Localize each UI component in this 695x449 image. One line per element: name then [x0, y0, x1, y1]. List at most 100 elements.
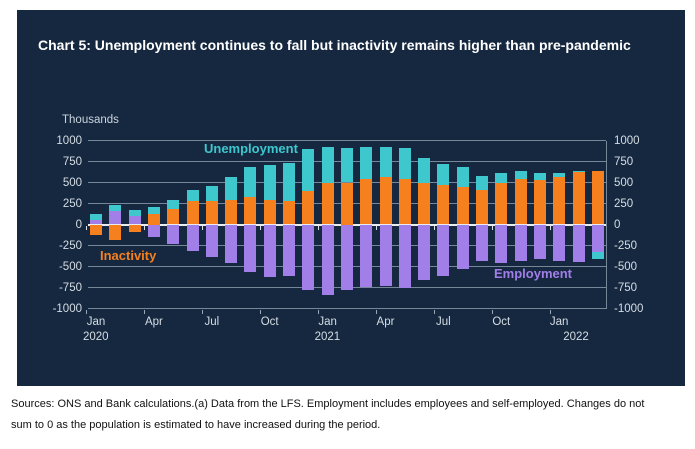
bar-segment-employment: [553, 224, 565, 262]
bar-segment-inactivity: [244, 197, 256, 225]
bottom-axis-tick: [550, 309, 551, 314]
bar-segment-inactivity: [167, 209, 179, 225]
bar-segment-inactivity: [225, 199, 237, 225]
bar-segment-employment: [418, 224, 430, 281]
y-axis-label-left: 500: [62, 176, 82, 189]
bar-segment-employment: [495, 224, 507, 263]
legend-unemployment-label: Unemployment: [204, 141, 298, 156]
x-tick-month: Apr: [376, 316, 395, 328]
bar-segment-inactivity: [129, 224, 141, 233]
quarter-tick: [86, 225, 87, 230]
quarter-tick: [144, 225, 145, 230]
x-tick-month: Oct: [260, 316, 279, 328]
y-axis-label-left: 0: [75, 218, 82, 231]
bottom-axis-tick: [434, 309, 435, 314]
bar-segment-employment: [573, 224, 585, 263]
bar-segment-inactivity: [148, 214, 160, 225]
bar-segment-inactivity: [399, 179, 411, 225]
legend-employment-label: Employment: [494, 266, 573, 281]
bar-segment-unemployment: [360, 146, 372, 180]
bar-segment-employment: [225, 224, 237, 263]
bar-segment-employment: [302, 224, 314, 291]
y-axis-label-left: 750: [62, 155, 82, 168]
bar-segment-employment: [515, 224, 527, 261]
bar-segment-employment: [109, 211, 121, 225]
bar-segment-inactivity: [418, 183, 430, 225]
bar-segment-employment: [167, 224, 179, 244]
bar-segment-unemployment: [534, 172, 546, 181]
bar-segment-employment: [592, 224, 604, 253]
bottom-axis-tick: [318, 309, 319, 314]
bar-segment-unemployment: [380, 146, 392, 178]
bar-segment-inactivity: [360, 179, 372, 225]
bar-segment-employment: [322, 224, 334, 295]
bar-segment-unemployment: [244, 166, 256, 198]
bar-segment-inactivity: [90, 224, 102, 235]
bar-segment-inactivity: [322, 183, 334, 225]
bar-segment-unemployment: [225, 177, 237, 200]
y-axis-label-right: -750: [614, 281, 638, 294]
bar-segment-employment: [244, 224, 256, 273]
gridline: [88, 308, 606, 309]
bar-segment-employment: [360, 224, 372, 288]
right-axis-line: [606, 140, 607, 309]
bar-segment-unemployment: [167, 199, 179, 210]
bar-segment-unemployment: [573, 171, 585, 173]
bar-segment-unemployment: [90, 214, 102, 221]
bar-segment-employment: [148, 224, 160, 238]
bottom-axis-tick: [260, 309, 261, 314]
x-tick-month: Oct: [492, 316, 511, 328]
bar-segment-inactivity: [109, 224, 121, 241]
quarter-tick: [492, 225, 493, 230]
y-axis-label-right: -1000: [614, 302, 644, 315]
bar-segment-employment: [476, 224, 488, 262]
bar-segment-inactivity: [264, 199, 276, 225]
bar-segment-unemployment: [148, 207, 160, 214]
bar-segment-unemployment: [476, 175, 488, 191]
bar-segment-inactivity: [187, 200, 199, 225]
y-axis-label-right: 250: [614, 197, 634, 210]
bar-segment-inactivity: [302, 191, 314, 225]
bar-segment-employment: [90, 220, 102, 225]
x-tick-month: Jan: [549, 316, 569, 328]
quarter-tick: [434, 225, 435, 230]
bar-segment-unemployment: [457, 167, 469, 187]
x-tick-month: Jan: [318, 316, 337, 328]
bottom-axis-tick: [86, 309, 87, 314]
bar-segment-unemployment: [495, 173, 507, 184]
y-axis-label-left: -750: [58, 281, 82, 294]
y-axis-label-left: 250: [62, 197, 82, 210]
bar-segment-employment: [206, 224, 218, 257]
bar-segment-employment: [380, 224, 392, 287]
bar-segment-employment: [399, 224, 411, 288]
quarter-tick: [550, 225, 551, 230]
quarter-tick: [260, 225, 261, 230]
bar-segment-unemployment: [187, 190, 199, 201]
bar-segment-inactivity: [553, 177, 565, 225]
x-tick-month: Apr: [144, 316, 163, 328]
y-axis-label-right: 1000: [614, 134, 640, 147]
bar-segment-employment: [341, 224, 353, 291]
bar-segment-employment: [129, 216, 141, 225]
bar-segment-inactivity: [534, 180, 546, 225]
x-tick-year: 2022: [563, 331, 589, 343]
bar-segment-inactivity: [341, 182, 353, 225]
quarter-tick: [376, 225, 377, 230]
y-axis-label-left: -1000: [52, 302, 82, 315]
y-axis-label-left: 1000: [56, 134, 82, 147]
bar-segment-inactivity: [457, 186, 469, 225]
bar-segment-unemployment: [515, 170, 527, 179]
bar-segment-inactivity: [495, 183, 507, 225]
chart-title: Chart 5: Unemployment continues to fall …: [38, 37, 631, 53]
x-tick-month: Jul: [436, 316, 451, 328]
x-tick-month: Jan: [86, 316, 106, 328]
y-axis-label-right: -500: [614, 260, 638, 273]
x-tick-year: 2021: [314, 331, 341, 343]
y-axis-label-right: 750: [614, 155, 634, 168]
y-axis-label-right: 500: [614, 176, 634, 189]
bar-segment-unemployment: [399, 148, 411, 180]
bar-segment-unemployment: [553, 172, 565, 178]
bar-segment-inactivity: [573, 172, 585, 225]
